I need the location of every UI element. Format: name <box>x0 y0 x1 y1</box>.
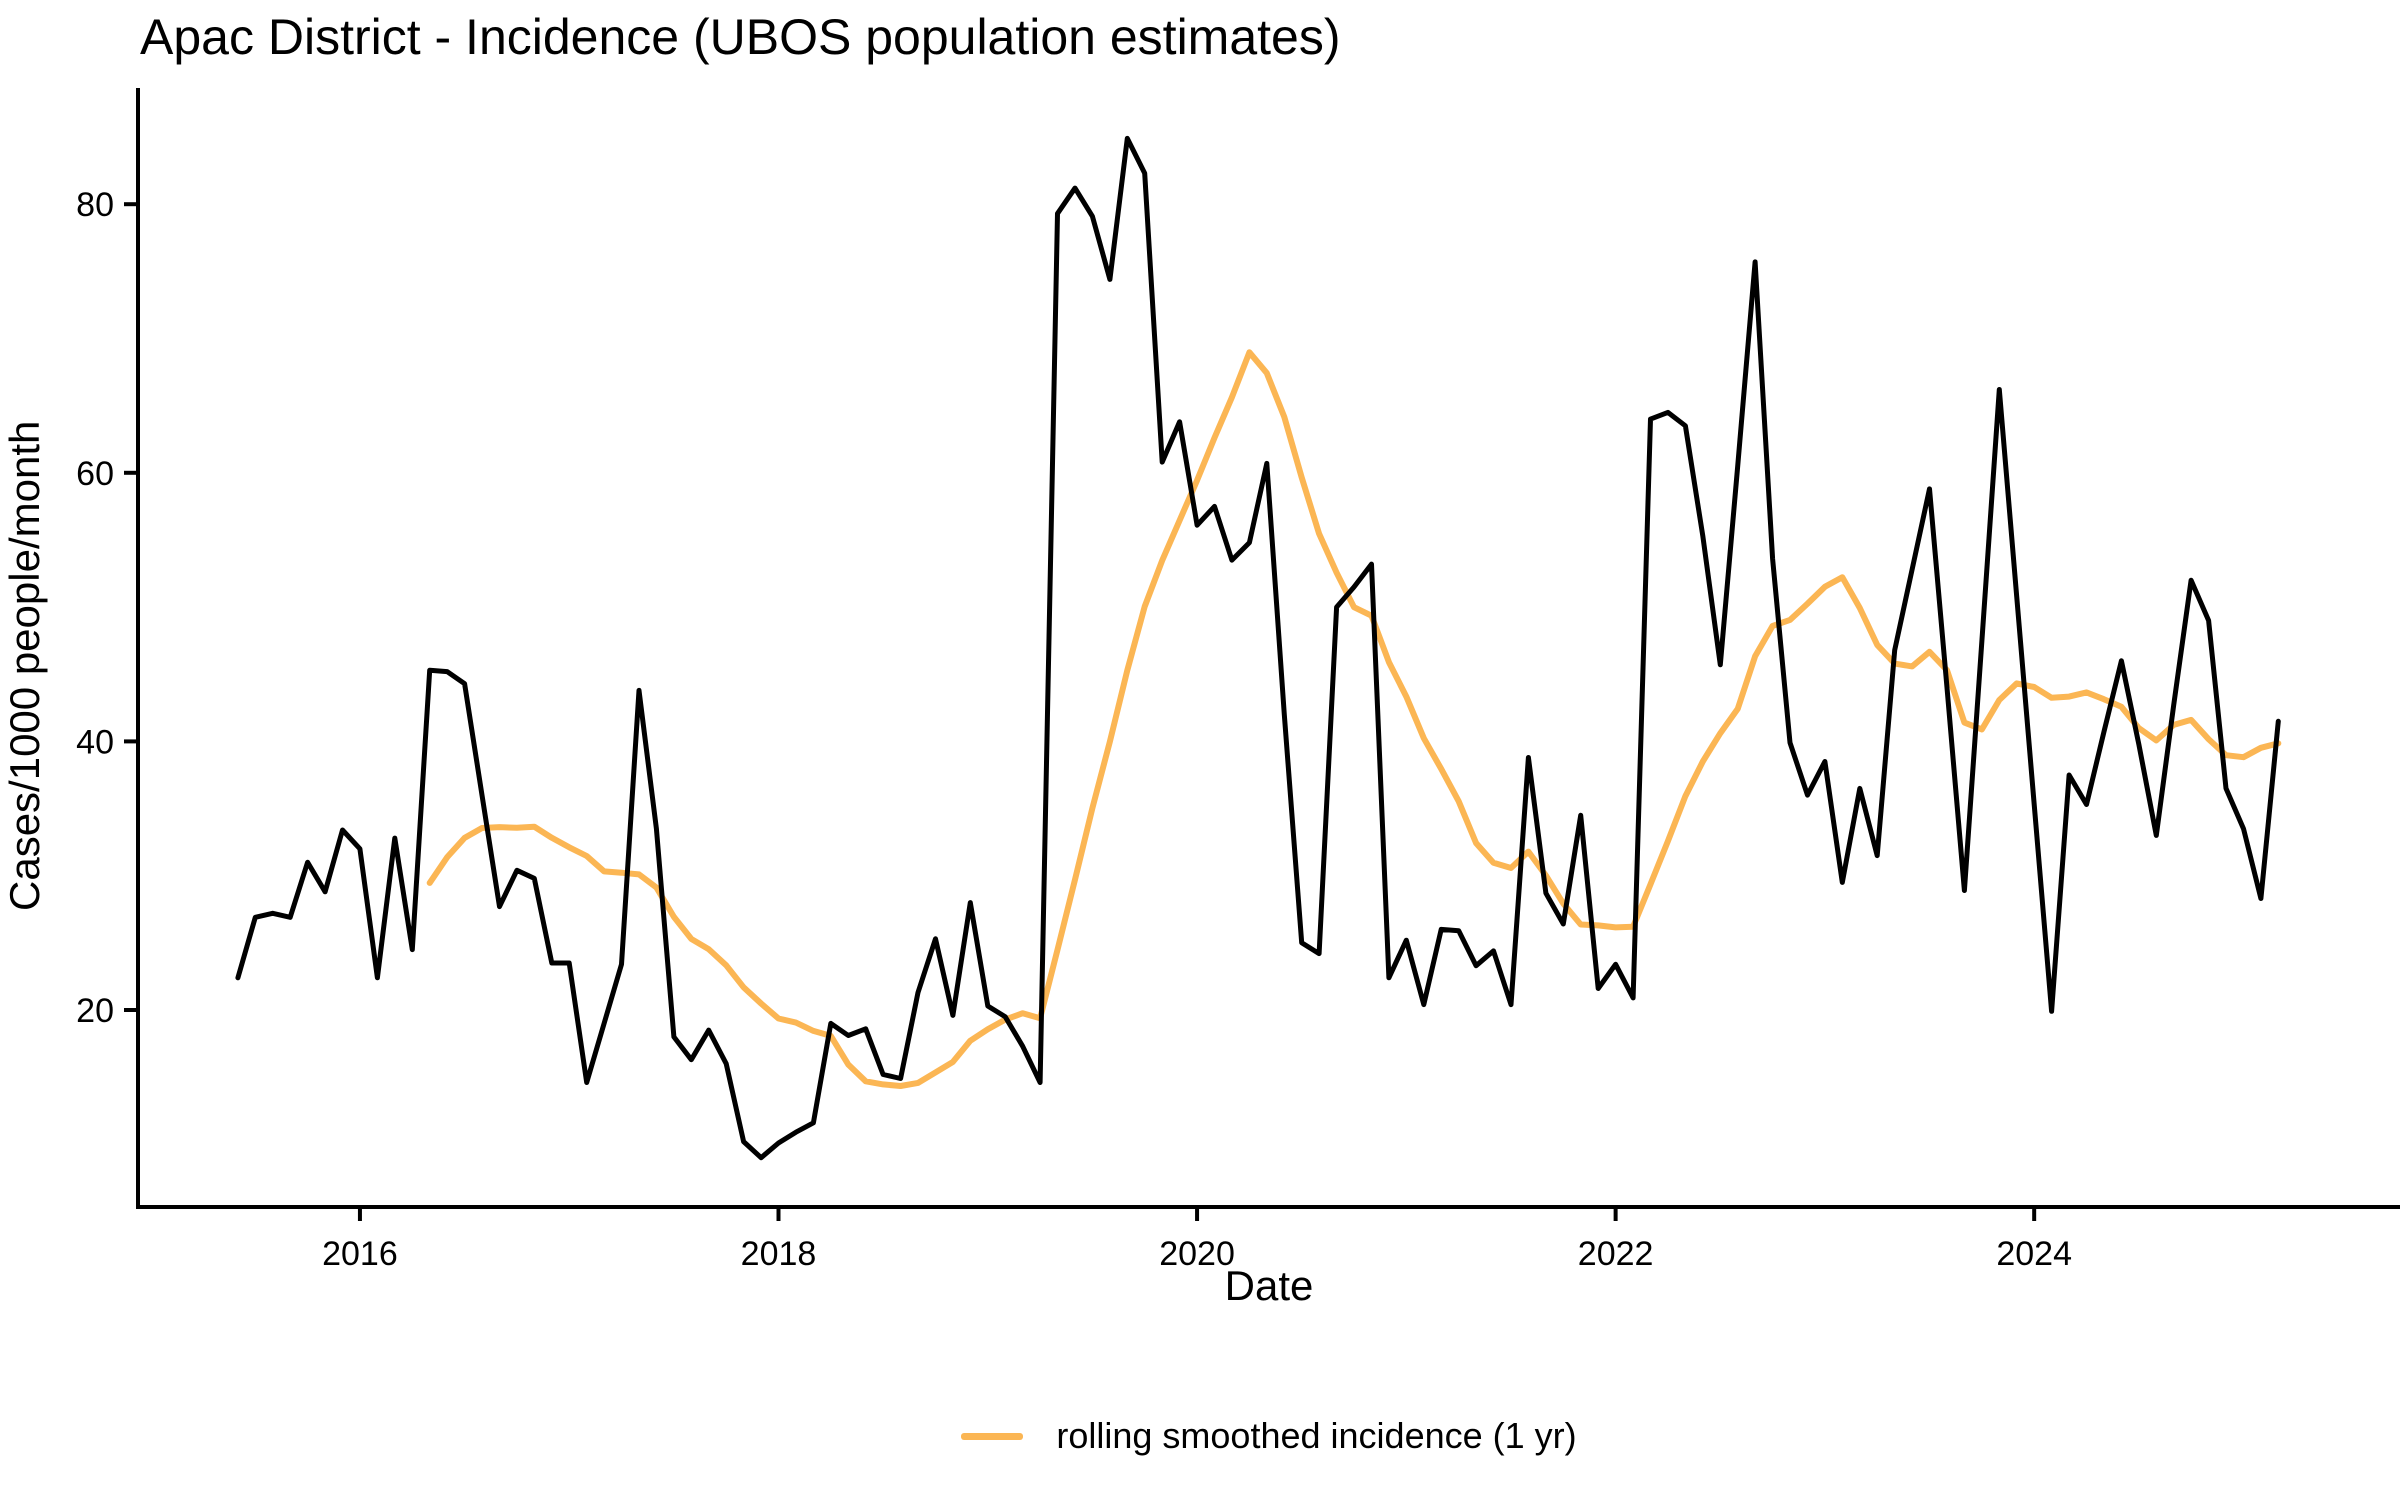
x-tick-label: 2020 <box>1159 1235 1235 1273</box>
x-tick-label: 2016 <box>322 1235 398 1273</box>
y-tick-label: 20 <box>76 992 114 1030</box>
legend: rolling smoothed incidence (1 yr) <box>138 1415 2400 1457</box>
y-tick-label: 60 <box>76 455 114 493</box>
y-tick-label: 80 <box>76 186 114 224</box>
raw-incidence-line <box>235 135 2281 1161</box>
smoothed-incidence-line <box>426 349 2282 1089</box>
chart-title: Apac District - Incidence (UBOS populati… <box>140 9 1341 65</box>
x-tick-label: 2022 <box>1578 1235 1654 1273</box>
legend-label: rolling smoothed incidence (1 yr) <box>1056 1415 1577 1456</box>
x-tick-label: 2024 <box>1996 1235 2072 1273</box>
legend-line-icon <box>961 1432 1024 1440</box>
x-tick-label: 2018 <box>741 1235 817 1273</box>
x-axis-title: Date <box>1224 1262 1314 1309</box>
y-tick-label: 40 <box>76 723 114 761</box>
